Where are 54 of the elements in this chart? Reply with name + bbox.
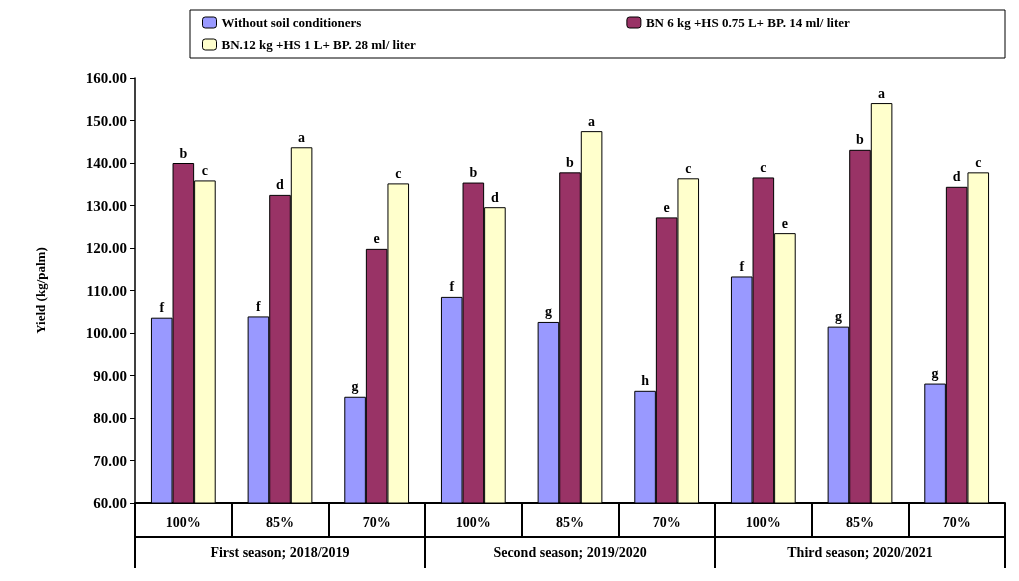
x-tick-label: 85% (846, 514, 874, 530)
data-label: d (491, 189, 500, 205)
data-label: e (663, 199, 670, 215)
data-label: b (566, 154, 575, 170)
data-label: g (351, 379, 359, 395)
x-tick-label: 70% (362, 514, 391, 530)
data-label: g (834, 309, 842, 325)
legend-label: BN 6 kg +HS 0.75 L+ BP. 14 ml/ liter (645, 15, 851, 30)
y-tick-label: 70.00 (93, 452, 127, 469)
data-label: f (159, 300, 165, 316)
data-label: c (685, 160, 692, 176)
y-tick-label: 100.00 (85, 325, 127, 341)
y-tick-label: 130.00 (85, 197, 127, 214)
data-label: b (469, 165, 478, 181)
data-label: f (739, 258, 745, 274)
y-tick-label: 90.00 (93, 367, 127, 384)
y-tick-label: 60.00 (93, 495, 127, 511)
data-label: b (856, 132, 865, 148)
data-label: c (395, 165, 402, 181)
data-label: f (256, 298, 262, 314)
x-tick-label: 70% (652, 514, 681, 530)
y-tick-label: 140.00 (85, 155, 127, 171)
y-tick-label: 80.00 (93, 410, 127, 426)
data-label: f (449, 279, 455, 295)
data-label: a (298, 129, 306, 145)
text: Second season; 2019/2020 (493, 545, 647, 560)
y-tick-label: 150.00 (85, 112, 127, 129)
y-axis-title: Yield (kg/palm) (33, 247, 48, 334)
data-label: a (878, 85, 886, 101)
data-label: h (641, 373, 650, 389)
text: Third season; 2020/2021 (787, 545, 933, 560)
data-label: c (201, 162, 209, 178)
legend-label: Without soil conditioners (221, 15, 362, 30)
x-tick-label: 85% (266, 514, 294, 530)
data-label: d (276, 177, 285, 193)
data-label: g (931, 366, 939, 382)
x-tick-label: 100% (455, 514, 491, 530)
data-label: g (544, 304, 552, 320)
y-tick-label: 120.00 (85, 240, 127, 256)
data-label: c (975, 154, 982, 170)
x-tick-label: 100% (745, 514, 781, 530)
data-label: a (588, 113, 596, 129)
y-tick-label: 110.00 (86, 282, 127, 299)
data-label: b (179, 145, 188, 161)
data-label: e (373, 231, 380, 247)
x-tick-label: 70% (942, 514, 971, 530)
x-tick-label: 85% (556, 514, 584, 530)
legend-label: BN.12 kg +HS 1 L+ BP. 28 ml/ liter (221, 37, 416, 52)
data-label: c (760, 159, 767, 175)
data-label: d (952, 169, 961, 185)
data-label: e (781, 215, 789, 231)
y-tick-label: 160.00 (85, 70, 127, 86)
x-tick-label: 100% (165, 514, 201, 530)
text: First season; 2018/2019 (210, 545, 350, 560)
